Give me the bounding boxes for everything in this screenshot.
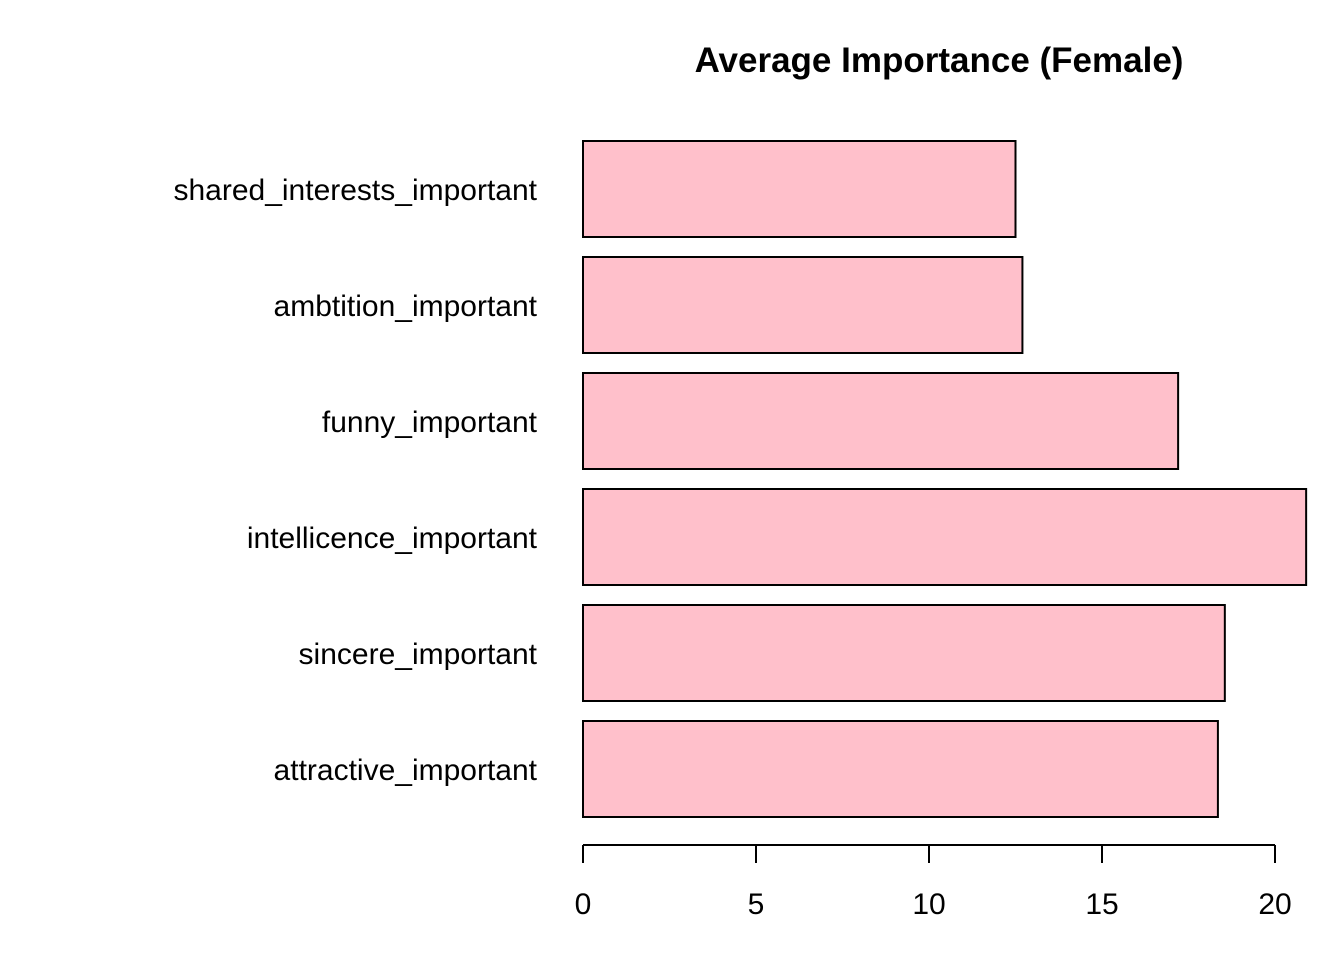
chart-title: Average Importance (Female) <box>695 41 1184 80</box>
bar-attractive-important <box>582 720 1219 818</box>
x-axis: 0 5 10 15 20 <box>575 844 1292 921</box>
bar-sincere-important <box>582 604 1226 702</box>
category-label-sincere-important: sincere_important <box>299 638 538 671</box>
x-tick-label-0: 0 <box>575 888 592 921</box>
category-labels: attractive_important sincere_important int… <box>173 174 537 787</box>
x-tick-label-20: 20 <box>1258 888 1291 921</box>
bar-funny-important <box>582 372 1180 470</box>
bars-group <box>582 140 1308 818</box>
bar-intellicence-important <box>582 488 1308 586</box>
bar-shared-interests-important <box>582 140 1017 238</box>
category-label-attractive-important: attractive_important <box>274 754 538 787</box>
category-label-ambtition-important: ambtition_important <box>274 290 538 323</box>
bar-ambtition-important <box>582 256 1024 354</box>
category-label-funny-important: funny_important <box>322 406 538 439</box>
category-label-intellicence-important: intellicence_important <box>247 522 538 555</box>
x-tick-label-15: 15 <box>1085 888 1118 921</box>
category-label-shared-interests-important: shared_interests_important <box>173 174 537 207</box>
x-tick-label-10: 10 <box>912 888 945 921</box>
x-tick-label-5: 5 <box>748 888 765 921</box>
